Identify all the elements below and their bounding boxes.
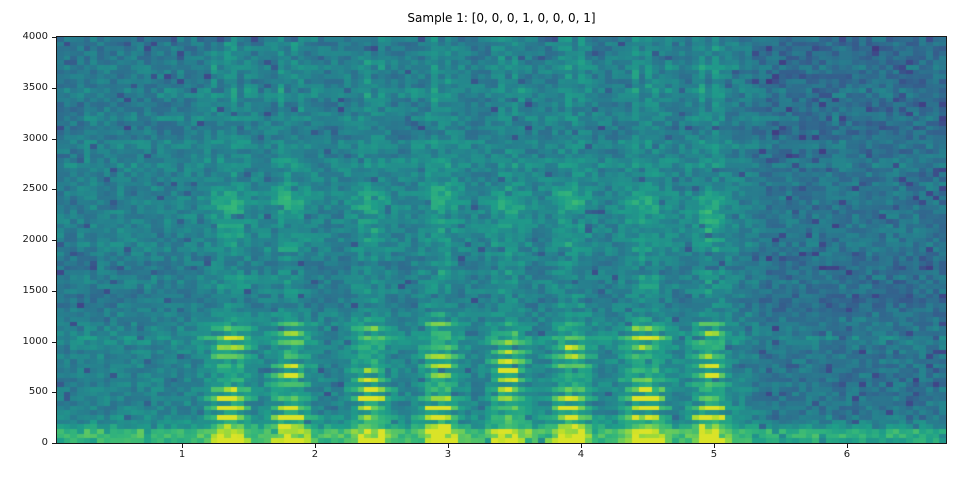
y-tick-label: 1500 bbox=[22, 284, 48, 296]
spectrogram-canvas bbox=[57, 37, 946, 443]
x-tick-label: 4 bbox=[577, 449, 585, 460]
y-tick-label: 2500 bbox=[22, 183, 48, 195]
x-tick-mark bbox=[182, 444, 183, 448]
y-tick-label: 500 bbox=[28, 386, 48, 398]
y-tick-label: 1000 bbox=[22, 335, 48, 347]
y-tick-mark bbox=[52, 37, 56, 38]
y-tick-mark bbox=[52, 189, 56, 191]
x-tick-mark bbox=[846, 444, 848, 448]
x-tick-mark bbox=[314, 444, 316, 448]
y-tick-mark bbox=[52, 138, 56, 140]
y-tick-mark bbox=[52, 240, 56, 241]
y-tick-label: 3000 bbox=[22, 132, 48, 144]
y-tick-label: 4000 bbox=[22, 31, 48, 42]
plot-area bbox=[56, 36, 947, 444]
y-tick-mark bbox=[52, 341, 56, 343]
y-tick-mark bbox=[52, 443, 56, 444]
x-tick-label: 5 bbox=[710, 449, 718, 460]
x-tick-label: 3 bbox=[444, 449, 452, 460]
chart-title: Sample 1: [0, 0, 0, 1, 0, 0, 0, 1] bbox=[407, 11, 596, 25]
x-tick-mark bbox=[447, 444, 449, 448]
x-tick-label: 6 bbox=[843, 449, 851, 460]
y-tick-label: 2000 bbox=[22, 234, 48, 245]
x-tick-mark bbox=[580, 444, 582, 448]
y-tick-mark bbox=[52, 87, 56, 89]
x-tick-mark bbox=[713, 444, 715, 448]
y-tick-label: 3500 bbox=[22, 81, 48, 93]
x-tick-label: 2 bbox=[311, 449, 319, 460]
x-tick-label: 1 bbox=[178, 449, 186, 460]
y-tick-label: 0 bbox=[41, 437, 48, 448]
y-tick-mark bbox=[52, 290, 56, 292]
y-tick-mark bbox=[52, 392, 56, 394]
